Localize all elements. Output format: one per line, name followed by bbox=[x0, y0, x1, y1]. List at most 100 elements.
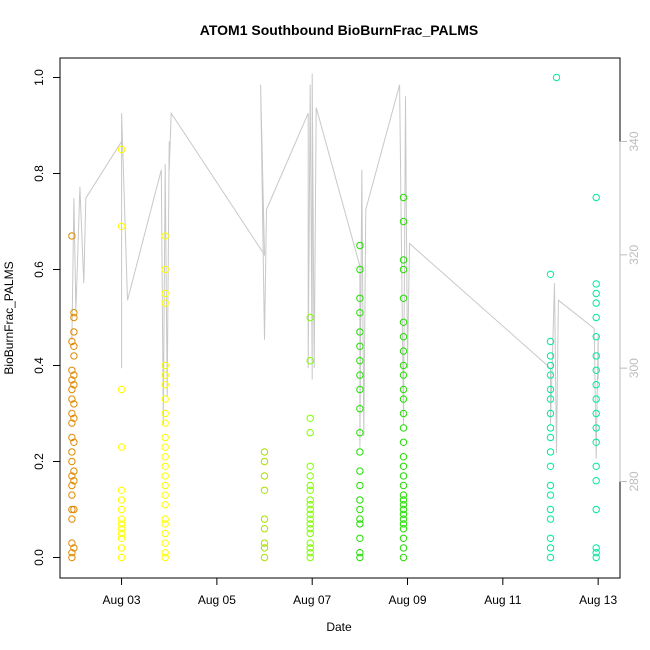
y2-tick-label: 300 bbox=[627, 358, 641, 378]
data-point bbox=[592, 381, 600, 389]
data-point bbox=[399, 256, 408, 264]
data-point bbox=[592, 409, 600, 418]
data-point bbox=[117, 525, 126, 533]
data-point bbox=[260, 553, 269, 562]
data-point bbox=[161, 265, 169, 274]
data-point bbox=[399, 193, 408, 202]
data-point bbox=[546, 361, 555, 370]
data-point bbox=[356, 371, 364, 379]
data-point bbox=[161, 419, 169, 427]
y-tick-label: 0.6 bbox=[32, 261, 46, 278]
x-tick-label: Aug 13 bbox=[579, 593, 617, 607]
data-point bbox=[356, 429, 364, 437]
data-point bbox=[399, 462, 408, 470]
data-point bbox=[546, 553, 555, 562]
data-point bbox=[399, 491, 408, 499]
data-point bbox=[356, 385, 364, 394]
data-point bbox=[161, 491, 169, 499]
data-point bbox=[306, 472, 314, 480]
data-point bbox=[592, 313, 600, 322]
chart-title: ATOM1 Southbound BioBurnFrac_PALMS bbox=[200, 22, 478, 38]
data-point bbox=[161, 472, 169, 480]
data-point bbox=[546, 505, 555, 514]
data-point bbox=[68, 491, 76, 499]
data-point bbox=[68, 457, 76, 466]
data-point bbox=[260, 486, 269, 494]
data-point bbox=[117, 534, 126, 542]
data-point bbox=[356, 515, 364, 523]
data-point bbox=[356, 549, 364, 557]
data-point bbox=[306, 510, 314, 518]
data-point bbox=[161, 462, 169, 470]
y-axis-label: BioBurnFrac_PALMS bbox=[2, 261, 16, 374]
data-point bbox=[592, 352, 600, 360]
data-point bbox=[306, 525, 314, 533]
data-point bbox=[68, 481, 76, 490]
data-point bbox=[546, 270, 555, 278]
data-point bbox=[70, 352, 78, 360]
data-point bbox=[260, 472, 269, 480]
data-point bbox=[260, 448, 269, 456]
data-point bbox=[306, 481, 314, 490]
data-point bbox=[260, 525, 269, 533]
data-point bbox=[117, 544, 126, 552]
data-point bbox=[546, 385, 555, 394]
data-point bbox=[546, 395, 555, 403]
data-point bbox=[592, 477, 600, 485]
data-point bbox=[68, 366, 76, 374]
secondary-series-line bbox=[71, 73, 599, 459]
data-point bbox=[356, 309, 364, 317]
data-point bbox=[356, 405, 364, 413]
data-point bbox=[117, 515, 126, 523]
data-point bbox=[161, 549, 169, 557]
data-point bbox=[399, 371, 408, 379]
data-point bbox=[592, 553, 600, 562]
data-point bbox=[399, 424, 408, 432]
data-point bbox=[260, 515, 269, 523]
data-point bbox=[117, 443, 126, 451]
data-point bbox=[546, 515, 555, 523]
data-point bbox=[161, 361, 169, 370]
data-point bbox=[356, 265, 364, 274]
data-point bbox=[592, 544, 600, 552]
x-tick-label: Aug 09 bbox=[388, 593, 426, 607]
data-point bbox=[399, 453, 408, 461]
data-point bbox=[306, 529, 314, 538]
data-point bbox=[552, 73, 561, 82]
data-point bbox=[592, 299, 600, 307]
y-tick-label: 0.0 bbox=[32, 549, 46, 566]
data-point bbox=[399, 318, 408, 326]
data-point bbox=[356, 241, 364, 250]
data-point bbox=[68, 553, 76, 562]
data-point bbox=[161, 539, 169, 547]
data-point bbox=[68, 232, 76, 240]
data-point bbox=[260, 457, 269, 466]
data-point bbox=[592, 424, 600, 432]
data-point bbox=[546, 491, 555, 499]
data-point bbox=[161, 501, 169, 509]
data-point bbox=[117, 145, 126, 154]
data-point bbox=[161, 443, 169, 451]
data-point bbox=[161, 381, 169, 389]
data-point bbox=[70, 505, 78, 514]
data-point bbox=[306, 486, 314, 494]
x-tick-label: Aug 05 bbox=[198, 593, 236, 607]
data-point bbox=[161, 520, 169, 528]
y2-tick-label: 340 bbox=[627, 131, 641, 151]
data-point bbox=[306, 429, 314, 437]
data-point bbox=[356, 294, 364, 302]
data-point bbox=[399, 361, 408, 370]
data-point bbox=[399, 481, 408, 490]
x-tick-label: Aug 03 bbox=[103, 593, 141, 607]
data-point bbox=[70, 313, 78, 322]
plot-frame bbox=[59, 57, 621, 579]
data-point bbox=[68, 337, 76, 346]
data-point bbox=[399, 294, 408, 302]
data-point bbox=[399, 438, 408, 446]
data-point bbox=[306, 505, 314, 514]
data-point bbox=[161, 553, 169, 562]
data-point bbox=[68, 419, 76, 427]
x-tick-label: Aug 07 bbox=[293, 593, 331, 607]
data-point bbox=[399, 525, 408, 533]
